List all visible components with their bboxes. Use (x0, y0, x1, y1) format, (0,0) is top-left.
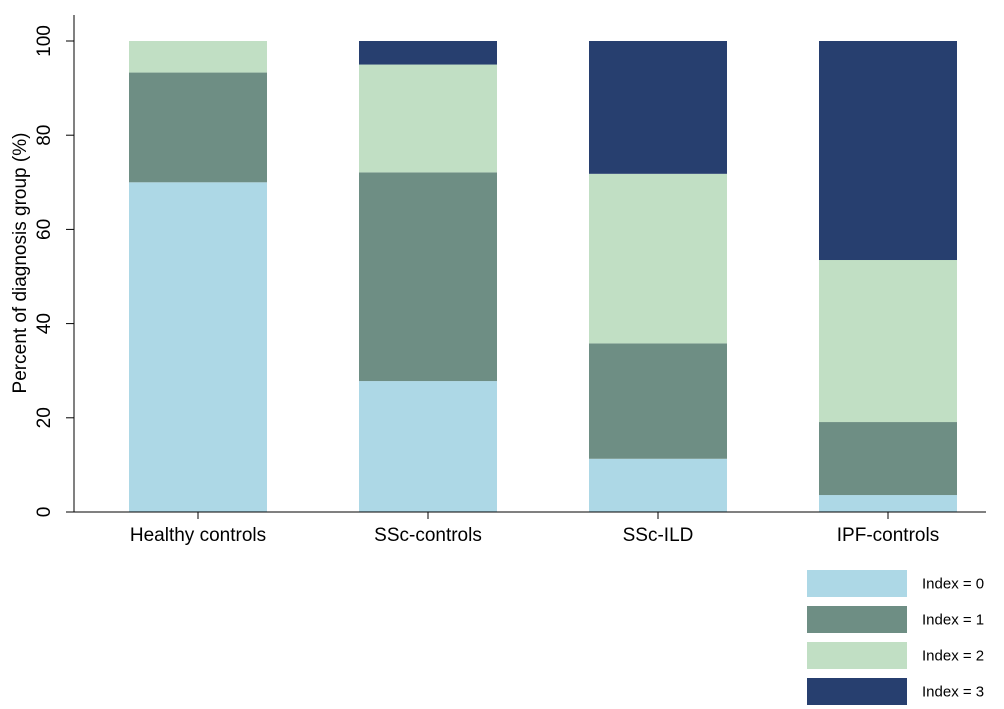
legend-label: Index = 1 (922, 612, 984, 629)
bar-segment (819, 41, 957, 261)
bar-segment (589, 458, 727, 512)
legend-swatch (807, 642, 907, 669)
legend-swatch (807, 678, 907, 705)
legend-label: Index = 0 (922, 576, 984, 593)
y-tick-label: 20 (34, 407, 55, 428)
x-tick-labels: Healthy controls SSc-controls SSc-ILD IPF-c… (130, 512, 939, 546)
y-tick-label: 80 (34, 125, 55, 146)
bar-segment (359, 381, 497, 512)
bar-segment (589, 173, 727, 344)
legend-label: Index = 2 (922, 648, 984, 665)
bar-segment (819, 260, 957, 423)
y-tick-label: 40 (34, 313, 55, 334)
y-tick-label: 60 (34, 219, 55, 240)
x-tick-label: SSc-controls (374, 525, 482, 546)
bar-segment (129, 182, 267, 513)
bar-segment (819, 422, 957, 496)
legend: Index = 0 Index = 1 Index = 2 Index = 3 (807, 570, 984, 705)
bars-layer (129, 41, 957, 513)
legend-swatch (807, 570, 907, 597)
y-tick-label: 0 (34, 507, 55, 518)
x-tick-label: Healthy controls (130, 525, 266, 546)
bar-segment (819, 495, 957, 512)
bar-segment (129, 41, 267, 73)
y-ticks: 0 20 40 60 80 100 (34, 25, 74, 517)
bar-segment (129, 72, 267, 183)
bar-segment (359, 41, 497, 65)
axes-layer (73, 15, 986, 513)
bar-segment (359, 64, 497, 173)
bar-segment (589, 343, 727, 459)
legend-label: Index = 3 (922, 684, 984, 701)
x-tick-label: SSc-ILD (623, 525, 694, 546)
bar-segment (359, 172, 497, 382)
y-axis-title: Percent of diagnosis group (%) (10, 133, 31, 394)
y-tick-label: 100 (34, 25, 55, 57)
bar-segment (589, 41, 727, 174)
legend-swatch (807, 606, 907, 633)
x-tick-label: IPF-controls (837, 525, 939, 546)
